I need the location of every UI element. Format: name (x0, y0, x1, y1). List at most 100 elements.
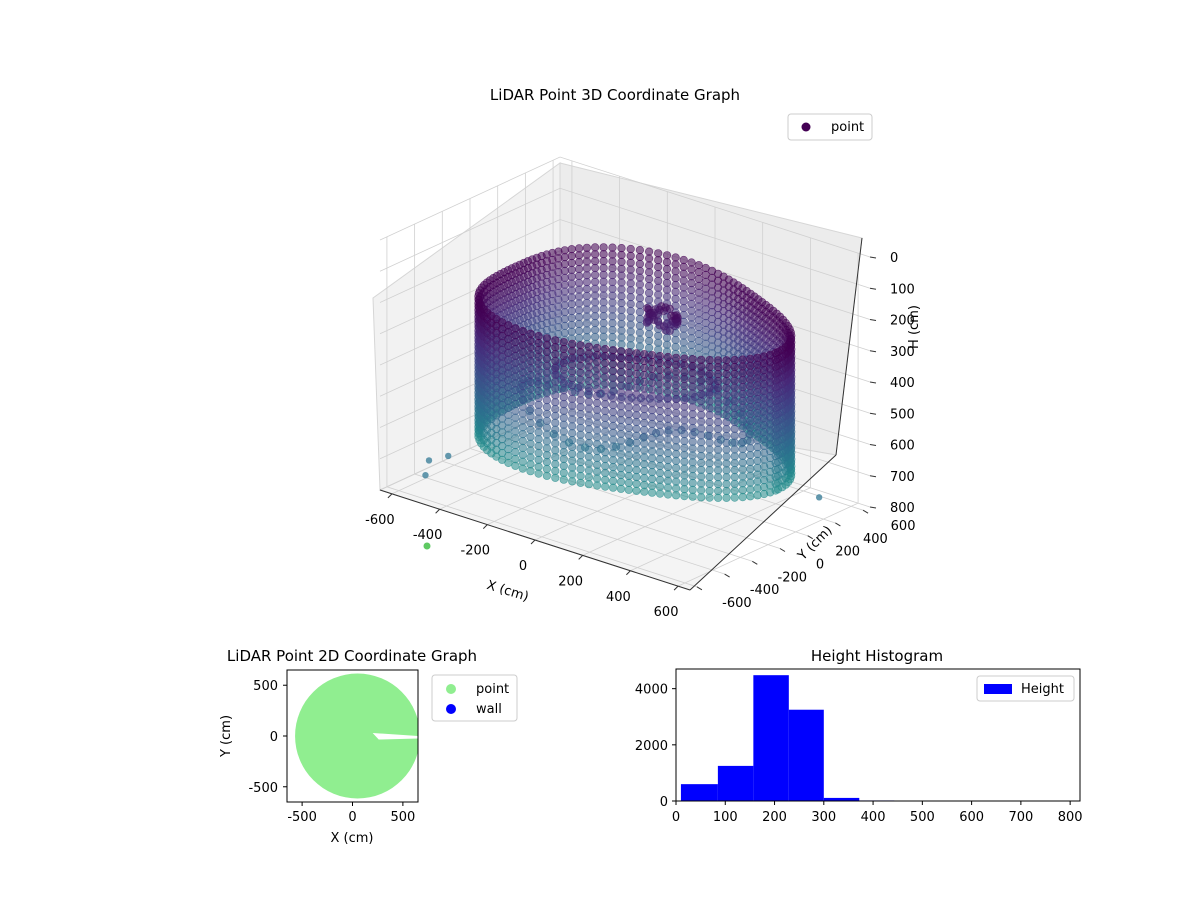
point-3d (730, 438, 739, 447)
x-tick-3d (435, 508, 440, 514)
point-3d-outlier-green (423, 542, 431, 550)
point-3d (504, 362, 513, 371)
point-3d (576, 478, 585, 487)
point-3d (584, 445, 594, 454)
z-tick-label-3d: 500 (890, 407, 915, 422)
point-3d (655, 434, 665, 443)
point-3d (601, 413, 610, 423)
point-3d (504, 451, 513, 461)
point-3d (655, 400, 665, 409)
point-3d (576, 423, 585, 432)
y-tick-label-3d: -200 (778, 570, 808, 585)
point-3d (584, 411, 594, 420)
point-3d (526, 370, 535, 380)
point-3d (616, 443, 626, 452)
point-3d (694, 336, 703, 346)
point-3d (632, 472, 641, 482)
point-3d (688, 492, 697, 501)
point-3d (526, 350, 535, 359)
point-3d (663, 435, 673, 444)
ticks-hist: 0 100 200 300 400 500 600 700 800 0 2000 4000 (635, 683, 1083, 825)
point-3d (738, 417, 747, 426)
point-3d (617, 340, 626, 349)
point-3d (688, 389, 697, 398)
point-3d (584, 425, 594, 434)
point-3d (551, 377, 560, 386)
point-3d (655, 420, 665, 429)
point-3d (738, 396, 747, 405)
point-3d (730, 445, 739, 454)
histogram-bar (788, 709, 824, 801)
point-3d (738, 444, 747, 454)
point-3d (576, 396, 585, 405)
point-3d (655, 393, 665, 402)
point-3d (688, 355, 697, 364)
point-3d (592, 433, 602, 442)
point-3d (722, 459, 731, 468)
point-3d (617, 333, 626, 342)
point-3d (705, 452, 714, 461)
point-3d (655, 352, 665, 361)
point-3d (640, 418, 649, 428)
point-3d (663, 373, 673, 382)
point-3d (584, 390, 594, 399)
point-3d (663, 387, 673, 396)
point-3d (738, 403, 747, 412)
point-3d (697, 479, 706, 488)
point-3d (746, 382, 755, 391)
point-3d (640, 405, 649, 414)
point-3d (697, 445, 706, 454)
point-3d (551, 363, 560, 372)
point-3d (599, 325, 608, 334)
point-3d (608, 332, 617, 342)
point-3d (680, 443, 689, 453)
point-3d (722, 466, 731, 475)
point-3d (647, 392, 657, 401)
legend-3d-label: point (831, 120, 864, 135)
point-3d (738, 458, 747, 467)
y-tick-label-hist: 2000 (635, 739, 668, 754)
point-3d (680, 457, 689, 466)
point-3d (722, 431, 731, 441)
point-3d (624, 478, 633, 488)
point-3d (599, 291, 608, 300)
point-3d (713, 376, 723, 386)
point-3d (592, 405, 602, 414)
point-3d (504, 341, 513, 351)
point-3d (713, 452, 723, 461)
point-3d (644, 254, 654, 263)
point-3d (590, 284, 600, 293)
point-3d (680, 464, 689, 473)
point-3d (705, 356, 714, 365)
histogram-bar (680, 784, 718, 801)
point-3d (511, 358, 520, 367)
point-3d (511, 331, 520, 340)
point-3d (647, 406, 657, 415)
point-3d (576, 348, 585, 357)
point-3d (518, 457, 527, 466)
x-tick-label-hist: 600 (959, 810, 984, 825)
point-3d (680, 409, 689, 418)
x-tick-label-hist: 300 (811, 810, 836, 825)
point-3d (654, 263, 663, 272)
point-3d (617, 264, 626, 273)
point-3d (616, 374, 626, 383)
point-3d (542, 396, 552, 405)
point-3d (608, 319, 617, 328)
point-3d (671, 260, 680, 269)
point-3d (679, 276, 688, 285)
point-3d (599, 243, 608, 252)
x-axis-label-2d: X (cm) (331, 831, 374, 846)
point-3d (738, 410, 747, 419)
point-3d (592, 364, 602, 373)
grid-line-z (379, 219, 871, 320)
point-3d (582, 271, 592, 280)
point-3d (608, 359, 618, 369)
point-3d (655, 427, 665, 436)
point-3d (759, 462, 769, 471)
point-3d (542, 444, 552, 453)
point-3d (574, 299, 584, 308)
point-3d (687, 279, 696, 288)
point-3d (518, 368, 527, 377)
point-3d (584, 349, 594, 358)
